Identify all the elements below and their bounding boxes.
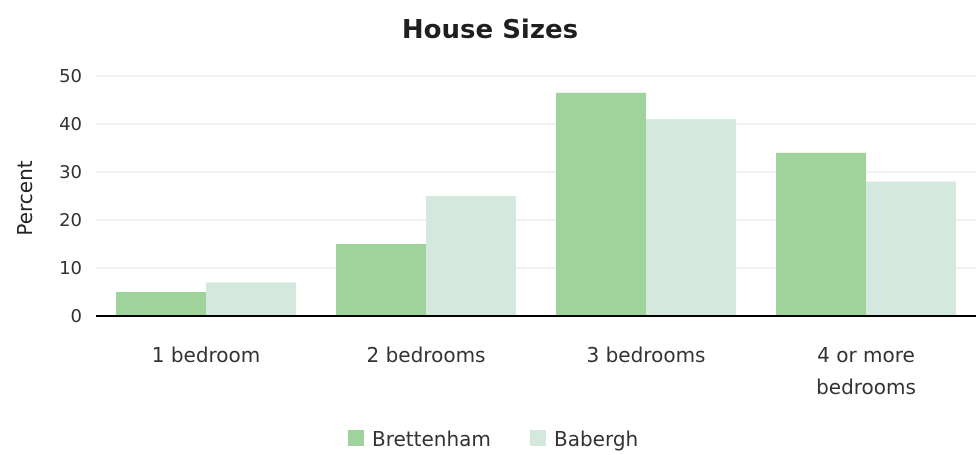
bar-babergh-3	[866, 181, 956, 316]
y-tick-label: 30	[59, 162, 82, 183]
x-category-label: 3 bedrooms	[587, 343, 706, 367]
bar-brettenham-2	[556, 92, 646, 316]
y-tick-label: 50	[59, 66, 82, 87]
bar-babergh-0	[206, 282, 296, 316]
bar-babergh-1	[426, 196, 516, 316]
x-category-label: bedrooms	[816, 375, 916, 399]
legend-swatch-babergh	[530, 430, 546, 446]
x-axis-categories: 1 bedroom 2 bedrooms 3 bedrooms 4 or more be…	[152, 343, 916, 399]
y-tick-label: 40	[59, 114, 82, 135]
bar-babergh-2	[646, 119, 736, 316]
x-category-label: 4 or more	[817, 343, 915, 367]
y-axis-ticks: 0 10 20 30 40 50	[59, 66, 82, 327]
bars	[116, 92, 956, 316]
chart-title: House Sizes	[402, 15, 578, 45]
legend: Brettenham Babergh	[348, 427, 638, 451]
bar-brettenham-1	[336, 244, 426, 316]
legend-label-brettenham: Brettenham	[372, 427, 491, 451]
legend-label-babergh: Babergh	[554, 427, 638, 451]
y-tick-label: 20	[59, 210, 82, 231]
bar-brettenham-0	[116, 292, 206, 316]
bar-brettenham-3	[776, 152, 866, 316]
x-category-label: 1 bedroom	[152, 343, 261, 367]
y-tick-label: 10	[59, 258, 82, 279]
legend-swatch-brettenham	[348, 430, 364, 446]
y-axis-label: Percent	[13, 160, 37, 235]
x-category-label: 2 bedrooms	[367, 343, 486, 367]
y-tick-label: 0	[71, 306, 82, 327]
